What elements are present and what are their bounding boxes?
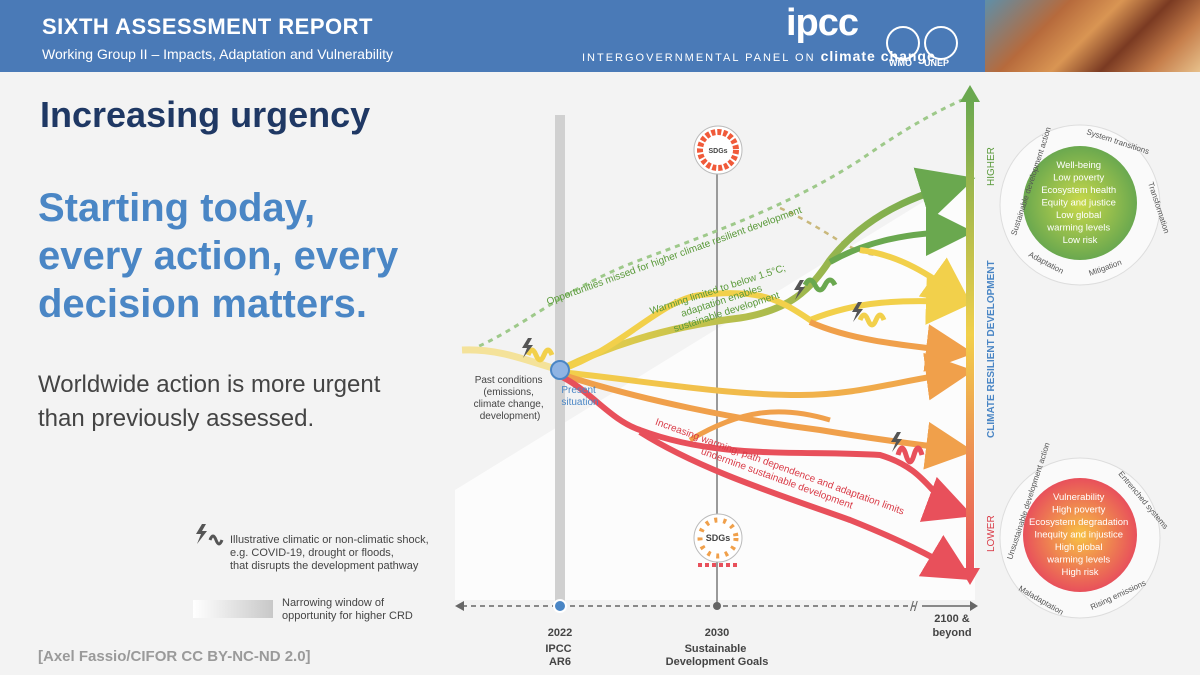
legend-line: e.g. COVID-19, drought or floods, [230,547,394,559]
high-outcome-circle [1023,146,1137,260]
wmo-label: WMO [889,58,912,68]
tick-2100-label: beyond [932,627,971,639]
legend-window-text: Narrowing window of opportunity for high… [282,597,413,623]
present-situation-marker [550,360,570,380]
report-subtitle: Working Group II – Impacts, Adaptation a… [42,46,393,62]
headline-line: every action, every [38,234,399,278]
crd-axis [966,100,974,570]
pathway-red-upper [558,373,974,522]
lower-label: LOWER [986,515,997,552]
past-conditions-label: Past conditions (emissions, climate chan… [474,375,547,422]
shock-lightning-icon [794,280,805,300]
ipcc-logo: ipcc [786,2,859,44]
slide-title: Increasing urgency [40,94,371,135]
tick-2030-year: 2030 [705,627,729,639]
satellite-image [985,0,1200,72]
pathway-orange-upper [808,319,974,372]
headline-line: decision matters. [38,282,368,326]
wmo-emblem-icon [886,26,920,60]
time-axis-arrow [455,601,464,611]
shock-lightning-icon [522,338,533,358]
window-gradient-swatch [193,600,273,618]
shock-lightning-icon [891,432,902,452]
axis-break-icon: // [910,598,918,614]
present-situation-label: Present situation [561,385,598,408]
low-outcome-circle [1023,478,1137,592]
legend-line: opportunity for higher CRD [282,610,413,622]
tick-2100-year: 2100 & [934,613,970,625]
tick-2030-marker [713,602,721,610]
low-outcomes-list: Vulnerability High poverty Ecosystem deg… [1029,492,1131,578]
legend-shock-text: Illustrative climatic or non-climatic sh… [230,534,429,573]
tick-2022-marker [553,599,567,613]
crd-axis-down-arrow [960,568,980,585]
sdg-label-top: SDGs [708,148,727,155]
higher-label: HIGHER [986,147,997,186]
shock-squiggle [857,312,887,328]
shock-squiggle [802,277,838,293]
header-bar: SIXTH ASSESSMENT REPORT Working Group II… [0,0,1200,72]
sdg-wheel-bottom [693,513,743,563]
unep-label: UNEP [924,58,950,68]
crd-axis-label: CLIMATE RESILIENT DEVELOPMENT [986,260,997,438]
high-outcomes-list: Well-being Low poverty Ecosystem health … [1041,160,1119,246]
legend-lightning-icon [196,524,207,544]
tick-2022-year: 2022 [548,627,572,639]
body-line: than previously assessed. [38,405,315,432]
body-line: Worldwide action is more urgent [38,371,381,398]
shock-lightning-icon [852,302,863,322]
legend-line: Narrowing window of [282,597,385,609]
crd-axis-up-arrow [960,85,980,102]
shock-squiggle [895,445,925,465]
opportunity-window-band [455,170,975,600]
tick-2030-label: Sustainable Development Goals [666,643,769,668]
headline-line: Starting today, [38,186,316,230]
ipcc-name-prefix: INTERGOVERNMENTAL PANEL ON [582,52,816,64]
report-title: SIXTH ASSESSMENT REPORT [42,14,373,39]
shock-squiggle [525,347,555,363]
body-text: Worldwide action is more urgent than pre… [38,368,380,436]
legend-line: Illustrative climatic or non-climatic sh… [230,534,429,546]
headline: Starting today, every action, every deci… [38,184,398,328]
tick-2022-label: IPCC AR6 [545,643,574,668]
pathway-red-lowest [638,429,973,581]
photo-credit: [Axel Fassio/CIFOR CC BY-NC-ND 2.0] [38,648,311,665]
missed-opportunity-pathway [469,98,963,352]
pathway-orange-mid [559,352,974,401]
pathway-yellow-mid [559,276,974,373]
legend-line: that disrupts the development pathway [230,560,419,572]
sdg-label-bottom: SDGs [706,533,731,543]
pathway-orange-low [559,371,974,470]
pathway-green-high [558,167,976,374]
pathway-green-mid [828,208,974,265]
unep-emblem-icon [924,26,958,60]
